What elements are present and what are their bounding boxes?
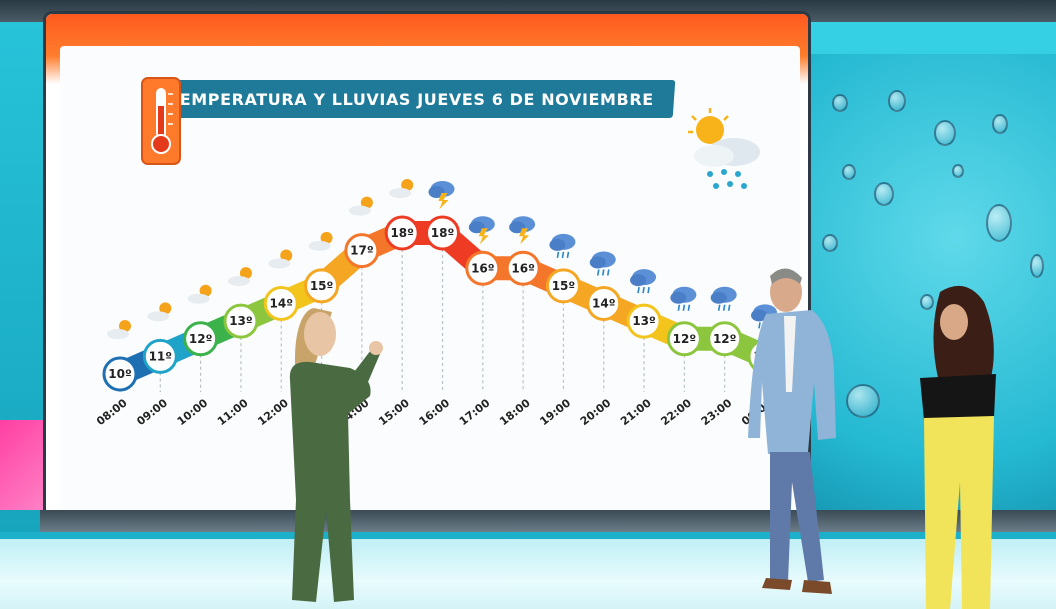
temperature-value-label: 12º (189, 332, 213, 346)
temperature-value-circle (223, 303, 259, 339)
presenter-woman-yellow-pants (920, 285, 996, 609)
sun-cloud-icon (308, 231, 333, 251)
raindrop (986, 204, 1012, 242)
storm-icon (468, 216, 495, 245)
raindrop (1030, 254, 1044, 278)
sun-cloud-icon (348, 196, 373, 216)
hour-tick-label: 17:00 (457, 396, 493, 428)
presenter-man-blue-jacket (748, 268, 836, 594)
temperature-value-label: 13º (229, 314, 253, 328)
temperature-value-circle (344, 233, 380, 269)
temperature-value-circle (586, 286, 622, 321)
hour-tick-label: 18:00 (497, 396, 533, 428)
rain-cloud-icon (549, 233, 576, 259)
temperature-value-circle (545, 268, 581, 304)
temperature-value-circle (304, 268, 340, 304)
raindrop (952, 164, 964, 178)
storm-icon (509, 216, 536, 245)
sun-cloud-icon (147, 302, 172, 322)
rain-cloud-icon (589, 251, 616, 276)
sun-cloud-icon (268, 249, 293, 269)
hour-tick-label: 10:00 (175, 396, 211, 428)
raindrop (842, 164, 856, 180)
temperature-value-label: 18º (431, 226, 455, 240)
sun-cloud-icon (107, 320, 131, 339)
raindrop (934, 120, 956, 146)
raindrop (992, 114, 1008, 134)
temperature-value-circle (707, 321, 743, 357)
temperature-value-label: 12º (673, 332, 697, 346)
temperature-value-label: 14º (592, 297, 616, 311)
screen-content-area (60, 46, 800, 510)
temperature-value-circle (384, 215, 420, 251)
hour-tick-label: 08:00 (94, 396, 130, 428)
hour-tick-label: 19:00 (537, 396, 573, 428)
temperature-value-circle (263, 286, 299, 321)
hour-tick-label: 09:00 (134, 396, 170, 428)
raindrop (846, 384, 880, 418)
thermometer-icon (141, 77, 181, 165)
temperature-value-circle (505, 250, 541, 286)
sun-cloud-icon (227, 267, 252, 287)
temperature-value-circle (425, 215, 460, 251)
temperature-value-label: 14º (270, 297, 294, 311)
sun-cloud-icon (389, 179, 414, 198)
temperature-value-label: 18º (390, 226, 414, 240)
temperature-value-label: 11º (149, 349, 173, 363)
raindrop (832, 94, 848, 112)
sun-cloud-icon (187, 284, 212, 304)
temperature-value-label: 13º (632, 314, 656, 328)
temperature-value-label: 12º (713, 332, 737, 346)
temperature-value-circle (465, 250, 501, 286)
rain-cloud-icon (670, 286, 697, 311)
temperature-value-circle (102, 356, 138, 392)
temperature-value-circle (183, 321, 219, 357)
storm-icon (428, 181, 455, 209)
chart-title: TEMPERATURA Y LLUVIAS JUEVES 6 DE NOVIEM… (168, 89, 654, 109)
studio-floor (0, 539, 1056, 609)
temperature-value-label: 10º (108, 367, 132, 381)
sun-cloud-rain-icon (688, 108, 760, 189)
title-banner: TEMPERATURA Y LLUVIAS JUEVES 6 DE NOVIEM… (146, 80, 676, 118)
raindrop (874, 182, 894, 206)
presenter-woman-green (289, 308, 383, 602)
raindrop (822, 234, 838, 252)
hour-tick-label: 11:00 (215, 396, 251, 428)
temperature-value-label: 16º (471, 261, 495, 275)
hour-tick-label: 23:00 (699, 396, 735, 428)
raindrop (920, 294, 934, 310)
rain-cloud-icon (630, 269, 657, 294)
hour-tick-label: 20:00 (578, 396, 614, 428)
temperature-value-label: 16º (511, 261, 535, 275)
temperature-value-label: 17º (350, 244, 374, 258)
temperature-value-circle (666, 321, 702, 357)
hour-tick-label: 22:00 (658, 396, 694, 428)
temperature-value-label: 15º (552, 279, 576, 293)
rain-cloud-icon (710, 286, 737, 311)
hour-tick-label: 21:00 (618, 396, 654, 428)
raindrop (888, 90, 906, 112)
hour-tick-label: 16:00 (417, 396, 453, 428)
temperature-value-circle (142, 338, 178, 374)
temperature-value-circle (626, 303, 662, 339)
temperature-value-label: 15º (310, 279, 334, 293)
